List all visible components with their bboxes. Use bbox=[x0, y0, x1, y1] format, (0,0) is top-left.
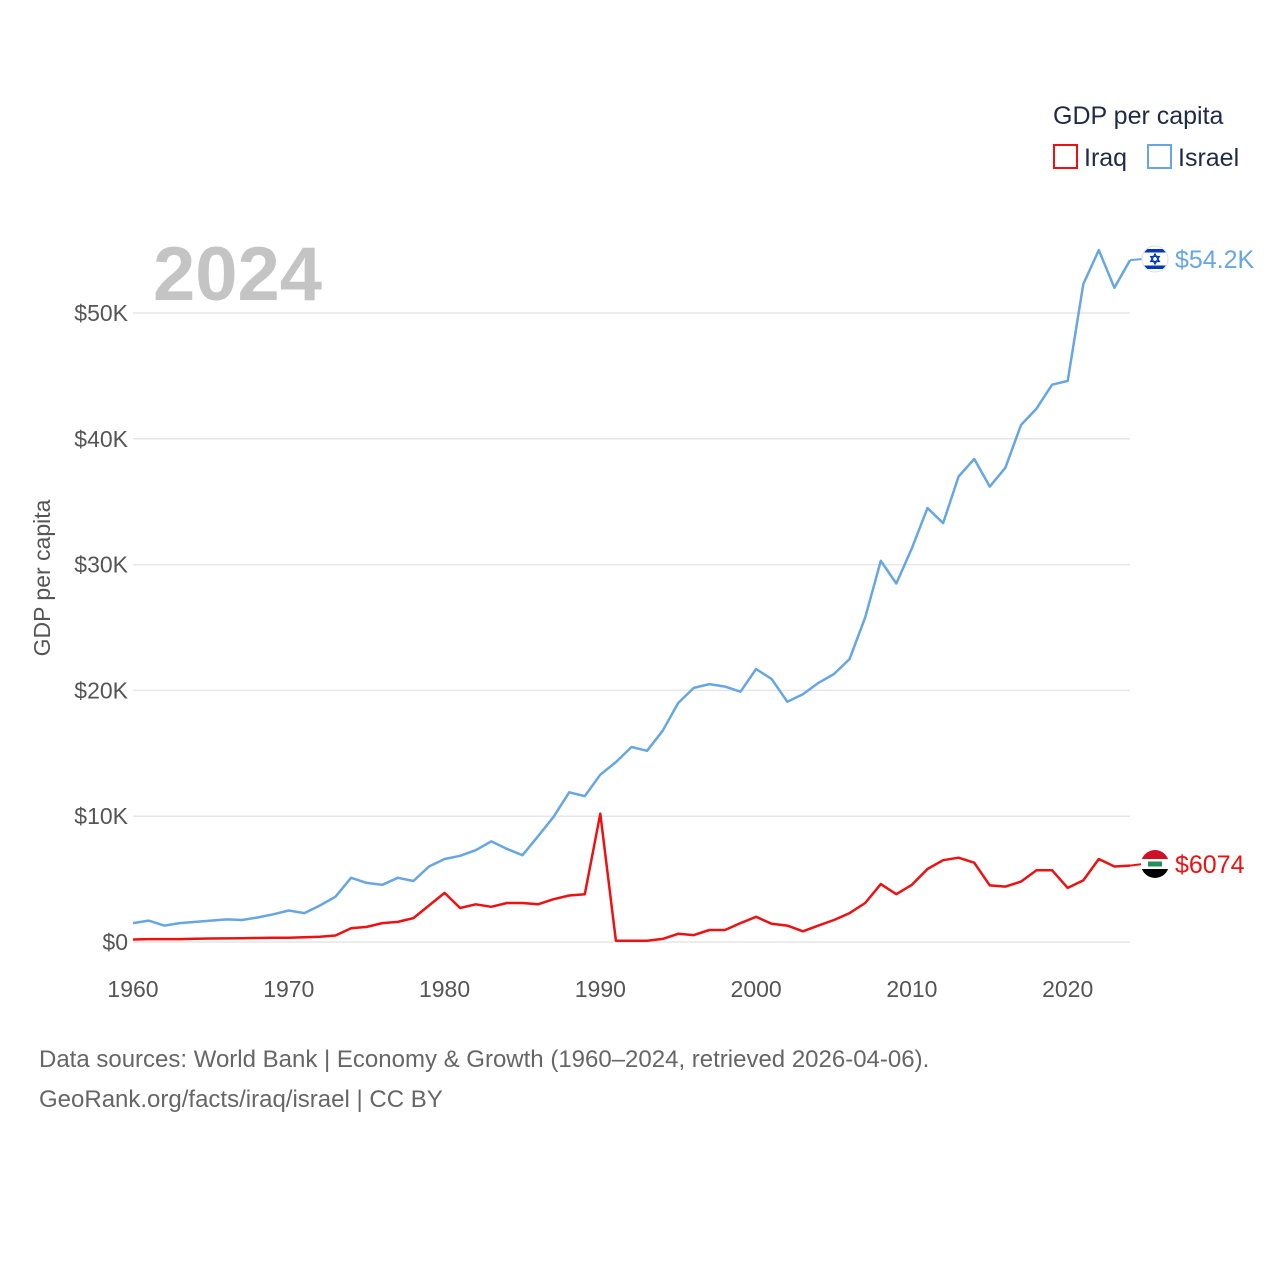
legend: GDP per capita Iraq Israel bbox=[1053, 102, 1239, 172]
y-tick-label: $0 bbox=[102, 929, 128, 955]
iraq-end-value: $6074 bbox=[1175, 851, 1245, 879]
data-source-note: Data sources: World Bank | Economy & Gro… bbox=[39, 1046, 930, 1073]
israel-end-connector bbox=[1129, 258, 1144, 262]
x-tick-label: 2020 bbox=[1042, 976, 1093, 1002]
x-axis-ticks: 1960 1970 1980 1990 2000 2010 2020 bbox=[107, 976, 1093, 1002]
y-axis-ticks: $0 $10K $20K $30K $40K $50K bbox=[74, 300, 128, 955]
y-tick-label: $50K bbox=[74, 300, 128, 326]
legend-title: GDP per capita bbox=[1053, 102, 1224, 130]
legend-label-iraq[interactable]: Iraq bbox=[1084, 144, 1127, 172]
legend-swatch-iraq[interactable] bbox=[1053, 144, 1078, 169]
israel-flag-icon bbox=[1141, 245, 1169, 273]
source-link[interactable]: GeoRank.org/facts/iraq/israel | CC BY bbox=[39, 1086, 443, 1113]
x-tick-label: 1960 bbox=[107, 976, 158, 1002]
x-tick-label: 2000 bbox=[731, 976, 782, 1002]
y-axis-title: GDP per capita bbox=[29, 499, 55, 656]
y-tick-label: $20K bbox=[74, 677, 128, 703]
series-line-israel[interactable] bbox=[132, 248, 1132, 927]
israel-end-value: $54.2K bbox=[1175, 246, 1255, 274]
y-tick-label: $30K bbox=[74, 552, 128, 578]
israel-end-marker: $54.2K bbox=[1129, 245, 1255, 274]
iraq-end-connector bbox=[1129, 863, 1144, 867]
x-tick-label: 1970 bbox=[263, 976, 314, 1002]
iraq-flag-icon bbox=[1141, 850, 1169, 878]
footer: Data sources: World Bank | Economy & Gro… bbox=[39, 1040, 929, 1120]
y-tick-label: $40K bbox=[74, 426, 128, 452]
x-tick-label: 1980 bbox=[419, 976, 470, 1002]
legend-label-israel[interactable]: Israel bbox=[1178, 144, 1239, 172]
grid-lines bbox=[133, 312, 1130, 943]
year-label: 2024 bbox=[153, 232, 322, 317]
iraq-end-marker: $6074 bbox=[1129, 850, 1245, 879]
x-tick-label: 1990 bbox=[575, 976, 626, 1002]
series-line-iraq[interactable] bbox=[132, 812, 1131, 942]
y-tick-label: $10K bbox=[74, 803, 128, 829]
x-tick-label: 2010 bbox=[886, 976, 937, 1002]
gdp-line-chart: $0 $10K $20K $30K $40K $50K 1960 1970 1980 1990 2… bbox=[29, 102, 1255, 1002]
legend-swatch-israel[interactable] bbox=[1147, 144, 1172, 169]
series-lines bbox=[132, 248, 1132, 942]
